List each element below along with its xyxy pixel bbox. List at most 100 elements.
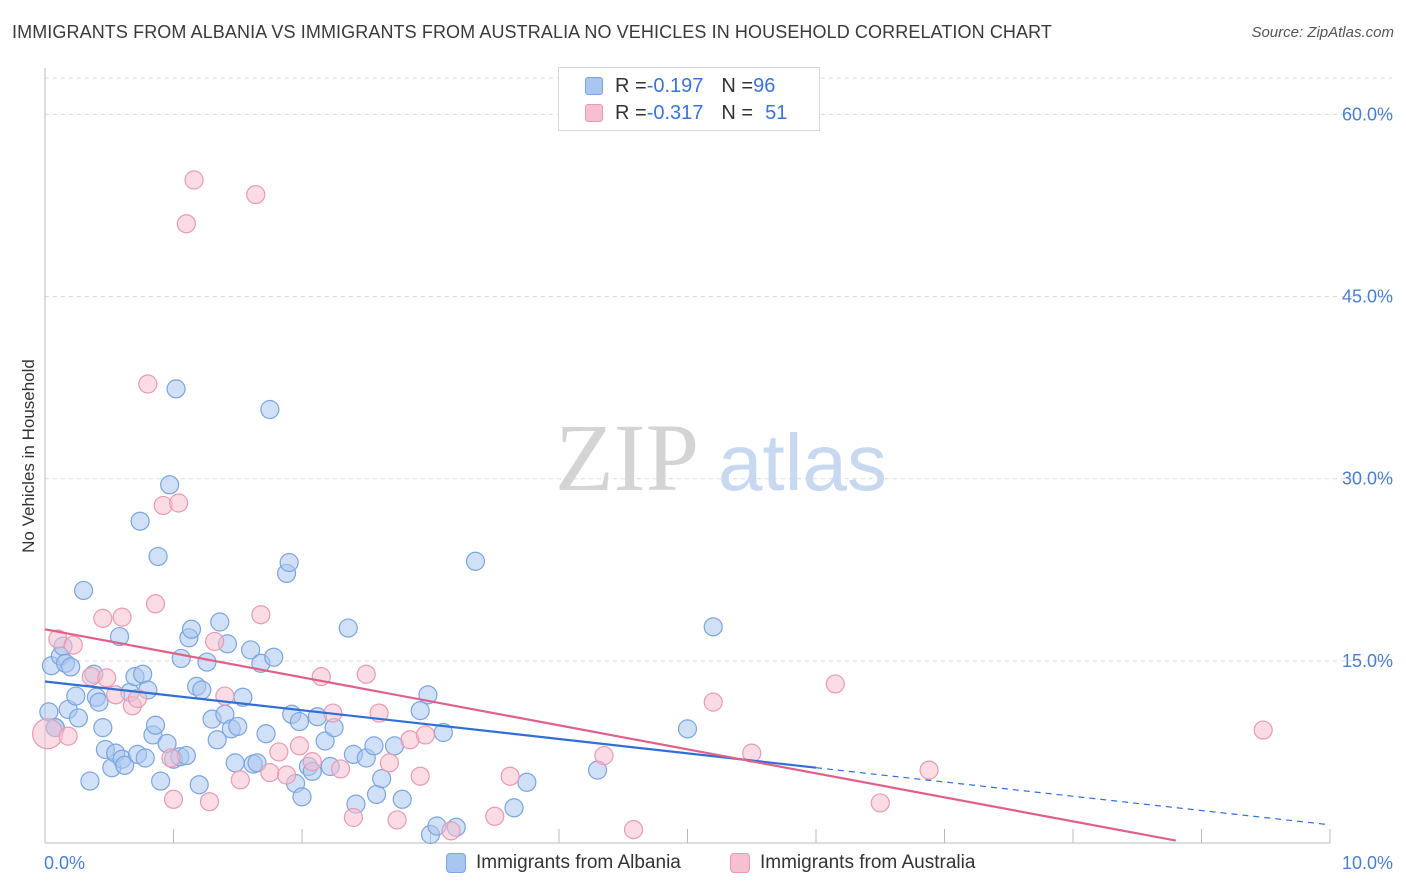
- albania-point: [89, 692, 109, 712]
- albania-point: [279, 552, 299, 573]
- australia-point: [199, 792, 220, 812]
- australia-point: [63, 635, 83, 655]
- australia-point: [343, 807, 363, 828]
- australia-point: [276, 765, 297, 785]
- albania-point: [166, 379, 186, 399]
- bottom-legend-label-australia: Immigrants from Australia: [760, 852, 976, 873]
- australia-point: [825, 674, 845, 694]
- albania-point: [465, 551, 486, 571]
- albania-point: [703, 617, 723, 637]
- australia-point: [594, 745, 614, 766]
- australia-point: [138, 374, 158, 394]
- albania-point: [192, 680, 212, 700]
- albania-point: [181, 619, 202, 639]
- australia-point: [205, 631, 225, 652]
- albania-point: [115, 755, 135, 775]
- albania-point: [68, 708, 89, 728]
- australia-point: [485, 806, 505, 826]
- y-tick-label: 45.0%: [1342, 287, 1393, 307]
- australia-point: [176, 214, 196, 234]
- albania-point: [148, 546, 168, 567]
- legend-r-value: -0.317: [646, 101, 704, 124]
- australia-point: [410, 766, 430, 786]
- australia-point: [269, 742, 289, 762]
- australia-point: [356, 664, 376, 684]
- australia-point: [330, 759, 351, 779]
- gridlines: [45, 77, 1392, 662]
- albania-point: [135, 748, 155, 768]
- albania-point: [66, 686, 86, 706]
- series-australia-points: [31, 170, 1273, 841]
- watermark-zip: ZIP: [555, 404, 699, 511]
- australia-point: [870, 793, 890, 813]
- albania-point: [315, 731, 335, 751]
- bottom-legend-australia: Immigrants from Australia: [730, 852, 975, 874]
- tick-labels: 15.0% 30.0% 45.0% 60.0% 0.0% 10.0%: [44, 104, 1393, 873]
- legend-row-australia: R = -0.317 N = 51: [585, 101, 787, 125]
- albania-point: [289, 711, 310, 732]
- albania-point: [61, 657, 81, 677]
- source-label: Source: ZipAtlas.com: [1251, 24, 1394, 41]
- australia-point: [415, 725, 435, 745]
- watermark: ZIP atlas: [555, 404, 887, 511]
- chart-title: IMMIGRANTS FROM ALBANIA VS IMMIGRANTS FR…: [12, 22, 1052, 42]
- albania-point: [130, 511, 150, 531]
- albania-point: [410, 701, 430, 721]
- albania-point: [189, 775, 209, 795]
- albania-point: [210, 612, 230, 632]
- australia-point: [441, 821, 461, 841]
- albania-point: [372, 769, 392, 789]
- australia-point: [145, 594, 166, 614]
- albania-point: [338, 618, 358, 638]
- australia-point: [161, 748, 181, 768]
- australia-point: [112, 607, 132, 627]
- albania-point: [517, 772, 537, 792]
- albania-point: [197, 652, 217, 672]
- albania-point: [247, 753, 267, 773]
- australia-point: [302, 752, 322, 772]
- australia-point: [93, 608, 113, 628]
- australia-point: [919, 760, 939, 780]
- watermark-atlas: atlas: [718, 418, 887, 507]
- albania-point: [677, 719, 698, 739]
- albania-point: [264, 647, 284, 667]
- albania-point: [93, 718, 113, 738]
- legend-r-label: R =: [615, 74, 647, 97]
- australia-point: [289, 736, 310, 756]
- australia-point: [387, 810, 407, 830]
- australia-point: [246, 184, 266, 205]
- legend-n-value: 96: [753, 74, 776, 97]
- australia-point: [163, 789, 184, 809]
- australia-point: [703, 692, 723, 712]
- albania-point: [171, 648, 191, 669]
- australia-point: [31, 718, 64, 750]
- albania-point: [151, 771, 171, 791]
- x-tick-label: 10.0%: [1342, 853, 1393, 873]
- australia-point: [1253, 720, 1273, 740]
- australia-point: [251, 605, 271, 625]
- albania-point: [504, 798, 524, 818]
- australia-point: [184, 170, 204, 190]
- australia-point: [500, 766, 520, 786]
- legend-n-value: 51: [765, 101, 788, 124]
- albania-point: [364, 736, 384, 756]
- albania-point: [228, 716, 248, 737]
- australia-point: [97, 668, 117, 688]
- australia-point: [260, 762, 280, 783]
- y-axis-label: No Vehicles in Household: [19, 359, 38, 553]
- albania-trend-line: [44, 680, 817, 769]
- albania-point: [292, 787, 312, 807]
- australia-trend-line: [44, 628, 1177, 842]
- australia-point: [623, 820, 644, 840]
- australia-point: [169, 493, 189, 513]
- albania-point: [160, 475, 180, 495]
- albania-point: [73, 580, 94, 601]
- albania-point: [109, 626, 130, 647]
- australia-point: [127, 688, 148, 709]
- albania-point: [145, 715, 166, 735]
- bottom-legend-albania: Immigrants from Albania: [446, 852, 681, 874]
- legend-row-albania: R = -0.197 N = 96: [585, 74, 775, 98]
- legend-swatch-australia: [585, 104, 603, 122]
- australia-point: [230, 770, 250, 790]
